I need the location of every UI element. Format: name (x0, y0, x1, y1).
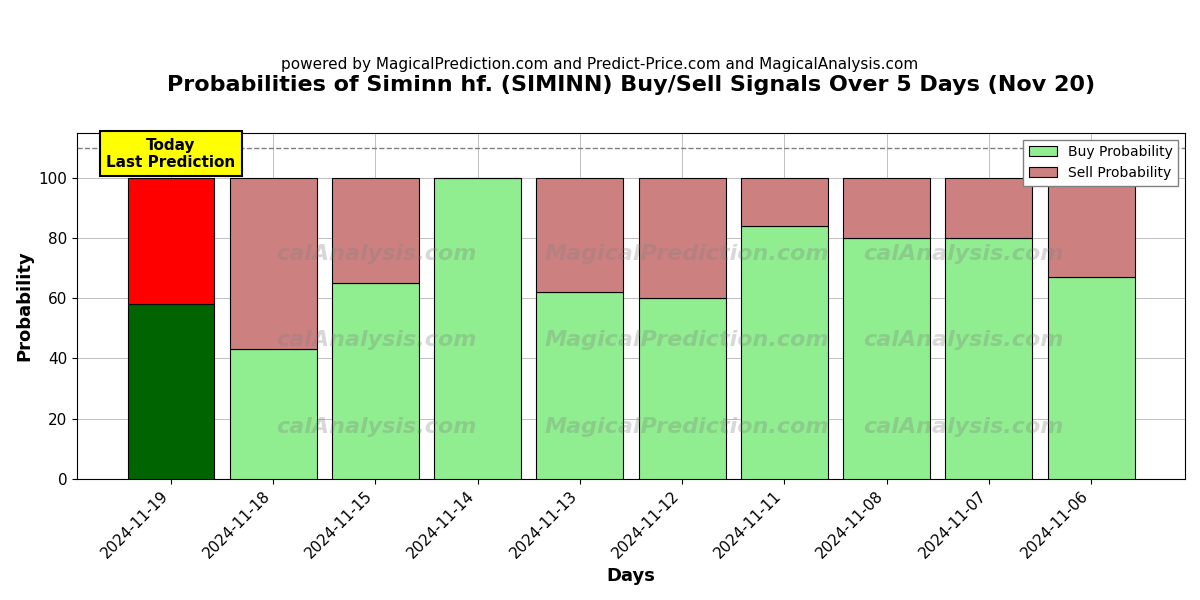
Text: calAnalysis.com: calAnalysis.com (276, 244, 476, 264)
Bar (536, 292, 624, 479)
Bar (1048, 277, 1135, 479)
Text: calAnalysis.com: calAnalysis.com (276, 417, 476, 437)
Bar (844, 238, 930, 479)
Text: calAnalysis.com: calAnalysis.com (863, 417, 1063, 437)
Bar (332, 178, 419, 283)
X-axis label: Days: Days (607, 567, 655, 585)
Bar (946, 238, 1032, 479)
Text: Today
Last Prediction: Today Last Prediction (107, 137, 235, 170)
Bar (229, 349, 317, 479)
Bar (740, 178, 828, 226)
Text: calAnalysis.com: calAnalysis.com (863, 244, 1063, 264)
Y-axis label: Probability: Probability (14, 250, 32, 361)
Bar (434, 178, 521, 479)
Bar (638, 178, 726, 298)
Bar (536, 178, 624, 292)
Text: MagicalPrediction.com: MagicalPrediction.com (545, 331, 829, 350)
Bar (946, 178, 1032, 238)
Legend: Buy Probability, Sell Probability: Buy Probability, Sell Probability (1024, 140, 1178, 185)
Text: powered by MagicalPrediction.com and Predict-Price.com and MagicalAnalysis.com: powered by MagicalPrediction.com and Pre… (281, 57, 919, 72)
Title: Probabilities of Siminn hf. (SIMINN) Buy/Sell Signals Over 5 Days (Nov 20): Probabilities of Siminn hf. (SIMINN) Buy… (167, 75, 1096, 95)
Bar (332, 283, 419, 479)
Text: MagicalPrediction.com: MagicalPrediction.com (545, 417, 829, 437)
Bar (1048, 178, 1135, 277)
Bar (638, 298, 726, 479)
Bar (844, 178, 930, 238)
Text: MagicalPrediction.com: MagicalPrediction.com (545, 244, 829, 264)
Text: calAnalysis.com: calAnalysis.com (863, 331, 1063, 350)
Text: calAnalysis.com: calAnalysis.com (276, 331, 476, 350)
Bar (740, 226, 828, 479)
Bar (229, 178, 317, 349)
Bar (127, 178, 215, 304)
Bar (127, 304, 215, 479)
